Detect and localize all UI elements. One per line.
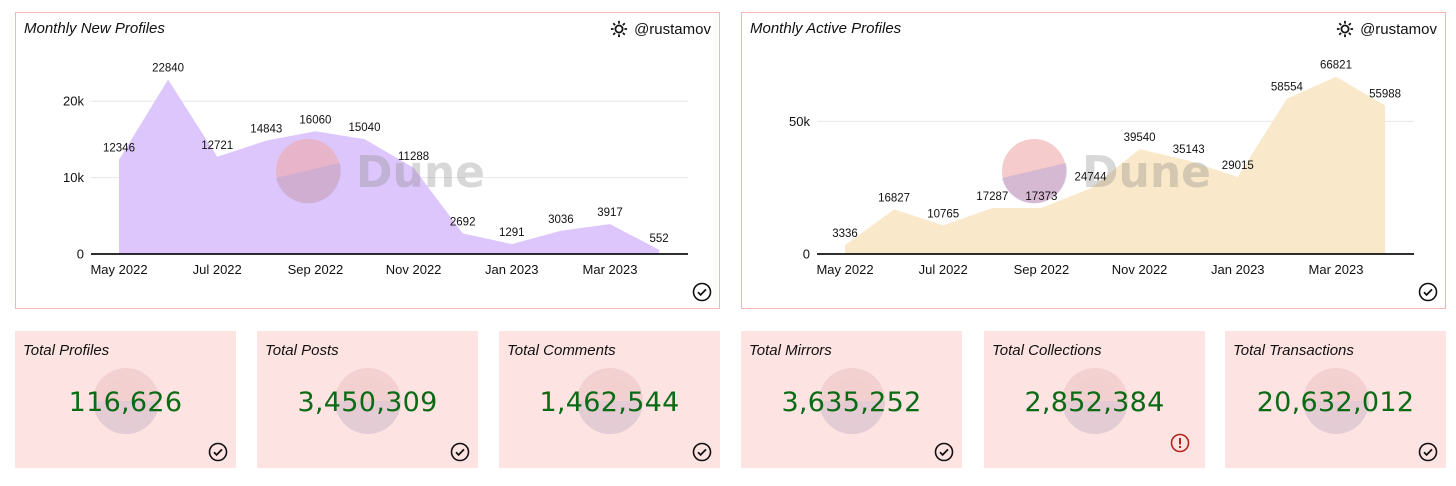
x-tick-label: Sep 2022 bbox=[288, 262, 344, 277]
dune-watermark: Dune bbox=[276, 139, 485, 204]
counter-value: 3,635,252 bbox=[781, 387, 922, 418]
x-tick-label: Nov 2022 bbox=[1112, 262, 1168, 277]
y-tick-label: 0 bbox=[803, 247, 810, 262]
data-label: 552 bbox=[650, 233, 669, 245]
check-circle-icon bbox=[450, 442, 470, 462]
check-circle-icon bbox=[1418, 442, 1438, 462]
counter-title: Total Posts bbox=[265, 342, 339, 359]
counter-total-transactions: Total Transactions 20,632,012 bbox=[1225, 331, 1446, 468]
data-label: 16827 bbox=[878, 192, 910, 204]
data-label: 1291 bbox=[499, 227, 525, 239]
data-label: 58554 bbox=[1271, 82, 1304, 94]
counter-total-comments: Total Comments 1,462,544 bbox=[499, 331, 720, 468]
counter-title: Total Transactions bbox=[1233, 342, 1354, 359]
counter-value: 3,450,309 bbox=[297, 387, 438, 418]
y-tick-label: 50k bbox=[789, 114, 810, 129]
data-label: 14843 bbox=[250, 124, 282, 136]
gear-icon bbox=[1336, 20, 1354, 38]
data-label: 55988 bbox=[1369, 88, 1401, 100]
author-badge[interactable]: @rustamov bbox=[1336, 20, 1437, 38]
x-tick-label: Nov 2022 bbox=[386, 262, 442, 277]
data-label: 3917 bbox=[597, 207, 623, 219]
watermark-text: Dune bbox=[1082, 147, 1211, 198]
data-label: 29015 bbox=[1222, 160, 1254, 172]
watermark-text: Dune bbox=[356, 147, 485, 198]
data-label: 2692 bbox=[450, 216, 476, 228]
counter-total-posts: Total Posts 3,450,309 bbox=[257, 331, 478, 468]
data-label: 12721 bbox=[201, 140, 233, 152]
area-series bbox=[119, 79, 660, 254]
area-chart-new-profiles: 0 10k 20k Dune 12346 22840 12721 14843 16060 1504… bbox=[63, 63, 688, 277]
counter-value: 2,852,384 bbox=[1024, 387, 1165, 418]
x-tick-label: Jan 2023 bbox=[1211, 262, 1265, 277]
counter-title: Total Mirrors bbox=[749, 342, 832, 359]
x-tick-label: Mar 2023 bbox=[583, 262, 638, 277]
counter-value: 20,632,012 bbox=[1256, 387, 1415, 418]
dune-watermark bbox=[576, 368, 643, 434]
data-label: 3036 bbox=[548, 214, 574, 226]
data-label: 39540 bbox=[1124, 132, 1156, 144]
check-circle-icon bbox=[692, 282, 712, 302]
counter-title: Total Profiles bbox=[23, 342, 110, 359]
y-tick-label: 20k bbox=[63, 94, 84, 109]
data-label: 22840 bbox=[152, 63, 184, 75]
x-tick-label: Jan 2023 bbox=[485, 262, 539, 277]
counter-title: Total Collections bbox=[992, 342, 1102, 359]
data-label: 16060 bbox=[299, 114, 331, 126]
check-circle-icon bbox=[208, 442, 228, 462]
data-label: 35143 bbox=[1173, 144, 1205, 156]
author-badge[interactable]: @rustamov bbox=[610, 20, 711, 38]
counter-total-collections: Total Collections 2,852,384 bbox=[984, 331, 1205, 468]
error-circle-icon[interactable] bbox=[1170, 433, 1190, 453]
author-name: @rustamov bbox=[634, 20, 711, 38]
data-label: 17287 bbox=[976, 191, 1008, 203]
chart-panel-active-profiles: Monthly Active Profiles @rustamov 0 50k Du… bbox=[741, 12, 1446, 309]
counter-total-mirrors: Total Mirrors 3,635,252 bbox=[741, 331, 962, 468]
check-circle-icon bbox=[692, 442, 712, 462]
dune-watermark bbox=[818, 368, 885, 434]
data-label: 12346 bbox=[103, 143, 135, 155]
check-circle-icon bbox=[1418, 282, 1438, 302]
chart-title: Monthly Active Profiles bbox=[750, 20, 902, 37]
data-label: 17373 bbox=[1025, 191, 1057, 203]
chart-panel-new-profiles: Monthly New Profiles @rustamov 0 10k 20k Du… bbox=[15, 12, 720, 309]
area-series bbox=[845, 76, 1386, 254]
dune-watermark: Dune bbox=[1002, 139, 1211, 204]
data-label: 15040 bbox=[349, 122, 381, 134]
y-tick-label: 10k bbox=[63, 170, 84, 185]
x-tick-label: Jul 2022 bbox=[193, 262, 242, 277]
x-tick-label: Jul 2022 bbox=[919, 262, 968, 277]
counter-title: Total Comments bbox=[507, 342, 616, 359]
x-tick-label: May 2022 bbox=[816, 262, 873, 277]
check-circle-icon bbox=[934, 442, 954, 462]
data-label: 24744 bbox=[1075, 171, 1108, 183]
data-label: 10765 bbox=[927, 208, 959, 220]
area-chart-active-profiles: 0 50k Dune 3336 16827 10765 17287 17373 24744 395… bbox=[789, 60, 1414, 277]
gear-icon bbox=[610, 20, 628, 38]
x-tick-label: Sep 2022 bbox=[1014, 262, 1070, 277]
author-name: @rustamov bbox=[1360, 20, 1437, 38]
y-tick-label: 0 bbox=[77, 247, 84, 262]
counter-value: 1,462,544 bbox=[539, 387, 680, 418]
chart-title: Monthly New Profiles bbox=[24, 20, 165, 37]
counter-value: 116,626 bbox=[68, 387, 183, 418]
dune-watermark bbox=[1302, 368, 1369, 434]
data-label: 3336 bbox=[832, 228, 858, 240]
data-label: 11288 bbox=[398, 151, 429, 163]
counter-total-profiles: Total Profiles 116,626 bbox=[15, 331, 236, 468]
x-tick-label: Mar 2023 bbox=[1309, 262, 1364, 277]
data-label: 66821 bbox=[1320, 60, 1352, 72]
x-tick-label: May 2022 bbox=[90, 262, 147, 277]
